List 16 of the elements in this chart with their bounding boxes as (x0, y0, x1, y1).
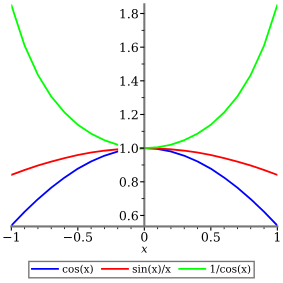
legend-label: 1/cos(x) (210, 264, 250, 274)
y-tick-label: 1.8 (120, 8, 138, 18)
x-tick-label: 0 (141, 232, 148, 242)
y-tick-label: 1.6 (120, 42, 138, 52)
y-tick-label: 0.6 (120, 210, 138, 220)
legend-label: cos(x) (62, 264, 93, 274)
x-tick-label: −1 (3, 232, 19, 242)
x-tick-label: 0.5 (202, 232, 220, 242)
y-tick-label: 1.4 (120, 76, 138, 86)
x-tick-label: −0.5 (64, 232, 92, 242)
y-tick-label: 1.2 (120, 110, 138, 120)
y-tick-label: 1.0 (120, 144, 138, 154)
x-axis-title: x (141, 246, 148, 252)
y-tick-label: 0.8 (120, 177, 138, 187)
x-tick-label: 1 (274, 232, 280, 242)
legend-label: sin(x)/x (132, 264, 171, 274)
